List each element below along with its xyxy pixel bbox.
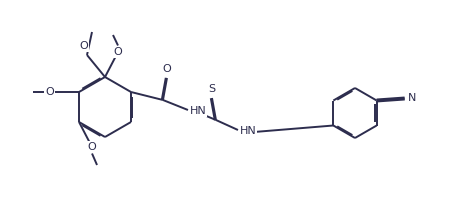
Text: O: O [114,47,122,57]
Text: HN: HN [190,106,207,116]
Text: O: O [79,41,88,51]
Text: O: O [46,87,55,97]
Text: O: O [87,142,96,152]
Text: O: O [163,64,172,74]
Text: N: N [407,94,416,104]
Text: HN: HN [240,126,257,136]
Text: S: S [208,84,216,94]
